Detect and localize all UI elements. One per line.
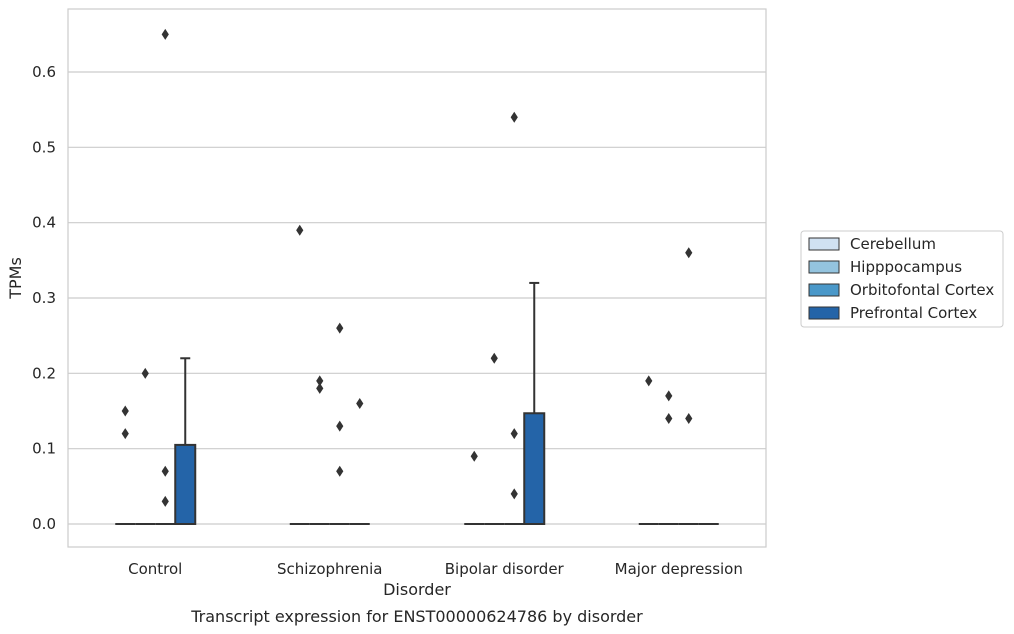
x-tick-labels: Control Schizophrenia Bipolar disorder Majo… bbox=[128, 560, 743, 578]
outlier-point bbox=[490, 352, 498, 364]
outlier-point bbox=[685, 413, 693, 425]
box bbox=[174, 443, 197, 525]
legend-swatch bbox=[808, 283, 840, 297]
x-tick-label: Bipolar disorder bbox=[445, 560, 565, 578]
y-tick-label: 0.4 bbox=[32, 214, 56, 232]
legend-swatch bbox=[808, 260, 840, 274]
x-tick-label: Schizophrenia bbox=[277, 560, 382, 578]
outlier-point bbox=[161, 495, 169, 507]
chart-caption: Transcript expression for ENST0000062478… bbox=[190, 607, 643, 626]
y-tick-label: 0.5 bbox=[32, 138, 56, 156]
outlier-point bbox=[470, 450, 478, 462]
outlier-point bbox=[665, 413, 673, 425]
y-axis-label: TPMs bbox=[6, 257, 25, 300]
legend-swatch bbox=[808, 306, 840, 320]
legend-label: Orbitofontal Cortex bbox=[850, 281, 994, 299]
y-tick-label: 0.3 bbox=[32, 289, 56, 307]
outlier-point bbox=[121, 405, 129, 417]
y-tick-label: 0.0 bbox=[32, 515, 56, 533]
grid-lines bbox=[68, 71, 766, 525]
y-tick-label: 0.2 bbox=[32, 364, 56, 382]
outlier-point bbox=[510, 428, 518, 440]
outlier-point bbox=[510, 488, 518, 500]
legend: Cerebellum Hipppocampus Orbitofontal Corte… bbox=[800, 230, 1004, 328]
x-axis-label: Disorder bbox=[383, 580, 451, 599]
legend-swatch bbox=[808, 237, 840, 251]
legend-label: Prefrontal Cortex bbox=[850, 304, 977, 322]
outlier-point bbox=[336, 420, 344, 432]
outlier-point bbox=[685, 247, 693, 259]
legend-label: Cerebellum bbox=[850, 235, 936, 253]
outlier-point bbox=[356, 397, 364, 409]
outlier-point bbox=[645, 375, 653, 387]
outlier-point bbox=[141, 367, 149, 379]
plot-frame bbox=[67, 8, 767, 548]
legend-frame bbox=[800, 230, 1004, 328]
outlier-point bbox=[336, 465, 344, 477]
x-tick-label: Major depression bbox=[615, 560, 743, 578]
outlier-point bbox=[161, 28, 169, 40]
x-tick-label: Control bbox=[128, 560, 182, 578]
outlier-point bbox=[161, 465, 169, 477]
y-tick-labels: 0.0 0.1 0.2 0.3 0.4 0.5 0.6 bbox=[32, 63, 56, 533]
legend-label: Hipppocampus bbox=[850, 258, 962, 276]
y-tick-label: 0.6 bbox=[32, 63, 56, 81]
outlier-point bbox=[336, 322, 344, 334]
outlier-point bbox=[510, 111, 518, 123]
box bbox=[523, 412, 546, 526]
outlier-point bbox=[316, 382, 324, 394]
boxes-layer bbox=[115, 28, 719, 526]
outlier-point bbox=[316, 375, 324, 387]
outlier-point bbox=[296, 224, 304, 236]
outlier-point bbox=[121, 428, 129, 440]
y-tick-label: 0.1 bbox=[32, 440, 56, 458]
outlier-point bbox=[665, 390, 673, 402]
